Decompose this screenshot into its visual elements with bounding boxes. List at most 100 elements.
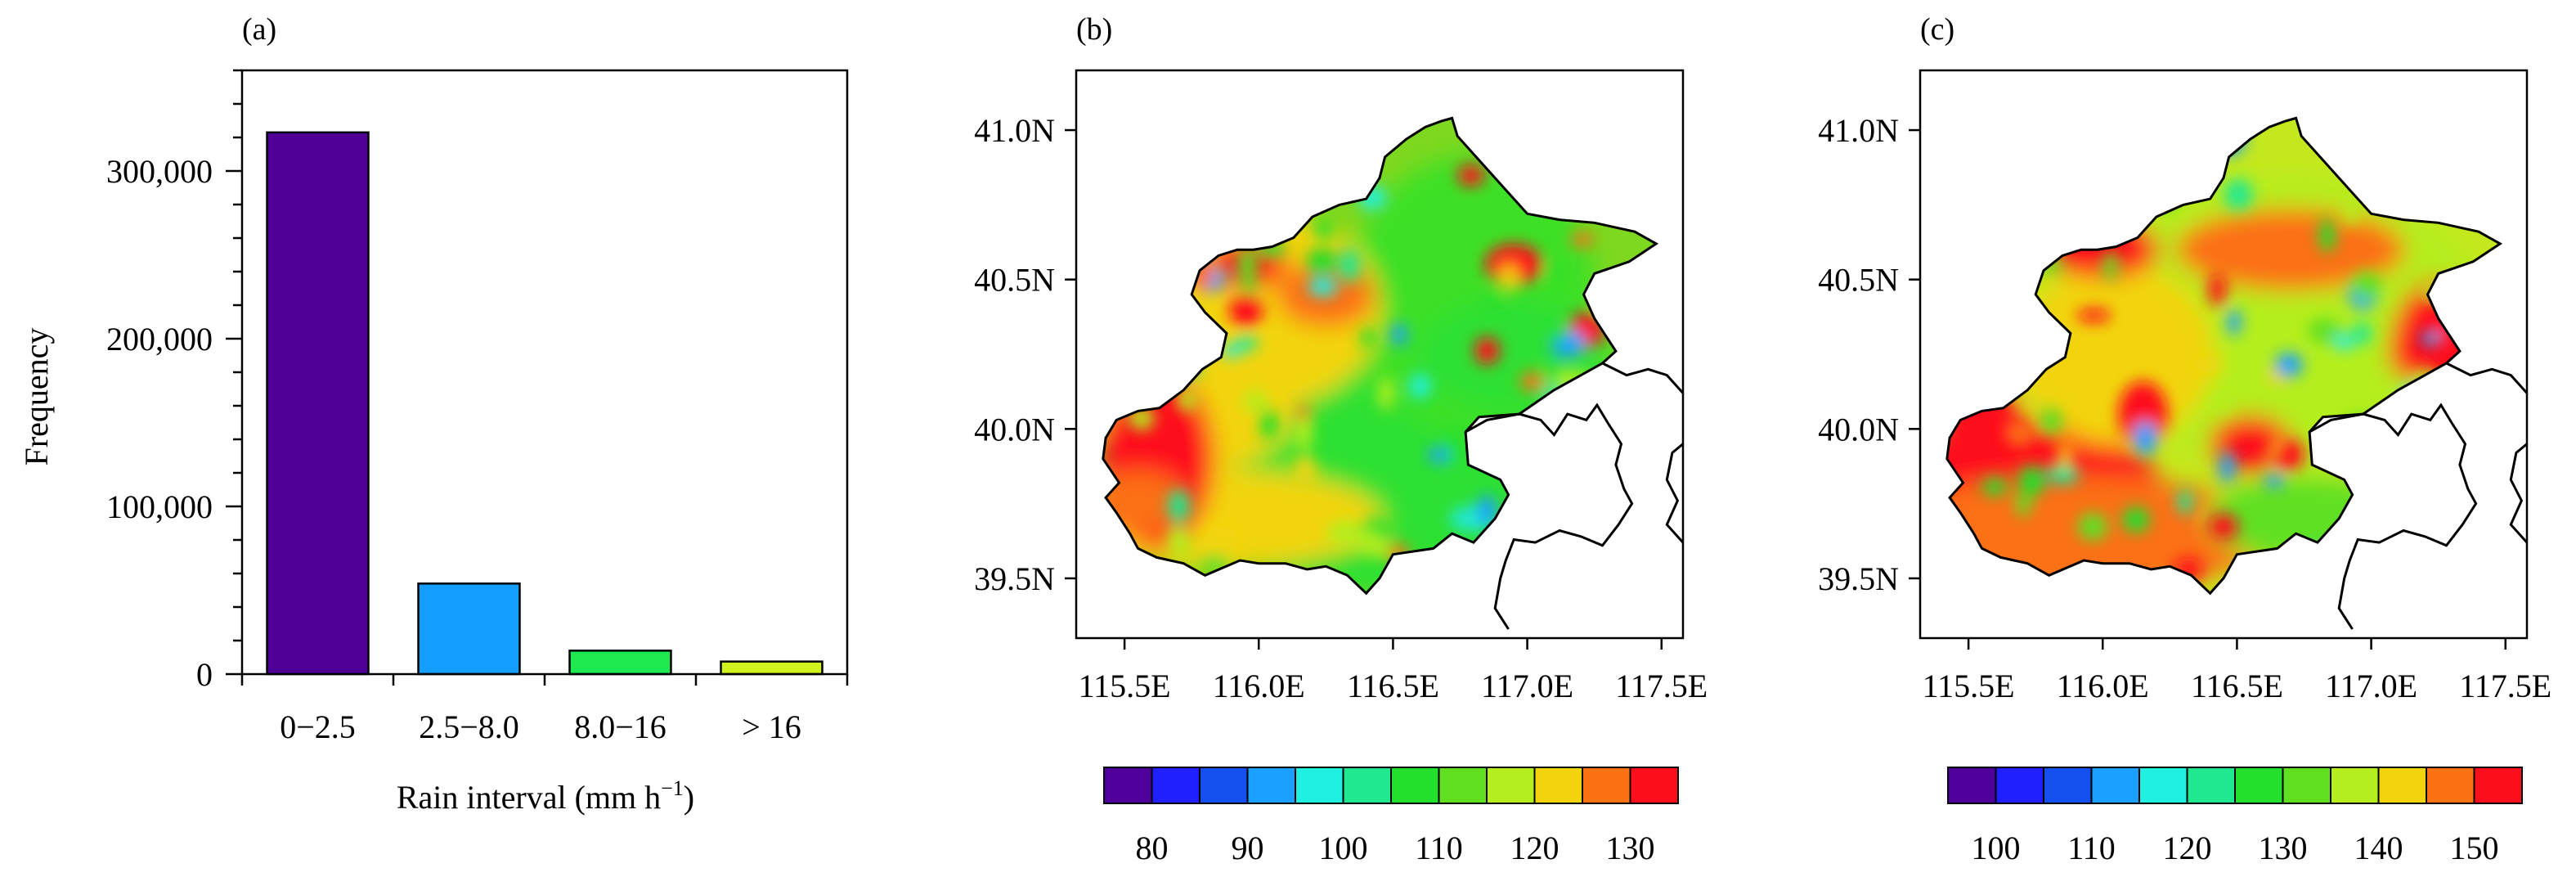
field-patch xyxy=(1259,409,1279,439)
colorbar-box-5 xyxy=(1342,767,1392,804)
field-patch xyxy=(2273,439,2304,470)
field-patch xyxy=(1315,218,1333,240)
map-c-axes: 115.5E 116.0E 116.5E 117.0E 117.5E 39.5N 40.0N… xyxy=(1818,69,2551,704)
colorbar-label-5: 150 xyxy=(2450,830,2499,866)
lat-tick-label-2: 40.5N xyxy=(974,262,1055,299)
field-patch xyxy=(2351,272,2382,301)
field-patch xyxy=(2363,149,2379,176)
field-patch xyxy=(1201,555,1229,571)
field-patch xyxy=(2077,512,2108,541)
field-patch xyxy=(2076,308,2112,322)
field-patch xyxy=(1973,254,1999,286)
colorbar-box-8 xyxy=(2330,767,2380,804)
colorbar-label-3: 130 xyxy=(2259,830,2308,866)
field-patch xyxy=(1457,164,1485,187)
bar-2 xyxy=(568,650,672,676)
field-patch xyxy=(1486,290,1503,309)
y-tick-label-2: 200,000 xyxy=(106,321,213,358)
field-patch xyxy=(1306,248,1338,273)
field-patch xyxy=(2208,272,2227,307)
field-patch xyxy=(2403,501,2434,515)
field-patch xyxy=(2333,333,2354,351)
field-patch xyxy=(1308,277,1338,297)
lon-tick-label-1: 116.0E xyxy=(1213,668,1305,704)
colorbar-label-4: 140 xyxy=(2354,830,2403,866)
colorbar-label-3: 110 xyxy=(1415,830,1463,866)
colorbar-label-1: 110 xyxy=(2067,830,2116,866)
field-patch xyxy=(1237,248,1258,282)
field-patch xyxy=(2422,553,2457,568)
field-patch xyxy=(2212,123,2246,156)
field-patch xyxy=(1229,292,1263,328)
beijing-border xyxy=(1945,116,2503,596)
field-patch xyxy=(1326,519,1363,546)
bars xyxy=(266,131,824,676)
colorbar-box-6 xyxy=(2234,767,2284,804)
panel-b-label: (b) xyxy=(1076,12,1112,47)
colorbar-c: 100 110 120 130 140 150 xyxy=(1947,767,2523,866)
y-axis-label: Frequency xyxy=(18,328,55,466)
field-patch xyxy=(2389,281,2488,428)
field-patch xyxy=(2343,196,2359,227)
field-patch xyxy=(1203,525,1238,561)
colorbar-box-11 xyxy=(1629,767,1679,804)
field xyxy=(1102,118,1657,594)
x-tick-label-3: > 16 xyxy=(742,708,801,745)
x-axis-label: Rain interval (mm h−1) xyxy=(397,776,694,816)
map-frame xyxy=(1919,69,2529,640)
field-patch xyxy=(1178,389,1196,412)
field-patch xyxy=(2206,477,2403,560)
field-patch xyxy=(1237,221,1254,236)
field-patch xyxy=(2421,331,2440,346)
field-patch xyxy=(1545,261,1560,283)
field-patch xyxy=(2015,492,2031,517)
field-patch xyxy=(2390,450,2406,473)
x-tick-label-1: 2.5−8.0 xyxy=(419,708,519,745)
colorbar-box-11 xyxy=(2473,767,2523,804)
field-patch xyxy=(1477,494,1497,526)
field-patch xyxy=(1187,254,1214,290)
field-patch xyxy=(2018,465,2045,497)
field-patch xyxy=(2046,465,2080,484)
colorbar-box-4 xyxy=(2138,767,2188,804)
neighbor-border-1 xyxy=(2445,362,2529,394)
field-patch xyxy=(1131,331,1165,363)
field-patch xyxy=(1338,166,1356,190)
field-patch xyxy=(1983,319,2007,346)
lat-tick-label-1: 40.0N xyxy=(974,411,1055,447)
colorbar-box-1 xyxy=(1995,767,2044,804)
lat-tick-label-3: 41.0N xyxy=(1818,112,1899,149)
colorbar-label-2: 100 xyxy=(1319,830,1368,866)
field-patch xyxy=(2274,353,2303,378)
field-patch xyxy=(2150,179,2178,208)
colorbar-box-5 xyxy=(2186,767,2236,804)
axes: 0−2.5 2.5−8.0 8.0−16 > 16 0 100,000 200,000 300… xyxy=(106,69,849,745)
field-patch xyxy=(2401,457,2433,479)
colorbar-box-3 xyxy=(1246,767,1296,804)
panel-c: (c) 115.5E 116.0E 116.5E 117.0E 117.5E 39.5N 4… xyxy=(1818,12,2551,866)
lon-tick-label-4: 117.5E xyxy=(2459,668,2551,704)
lon-tick-label-2: 116.5E xyxy=(1347,668,1439,704)
field-patch xyxy=(1575,420,1599,445)
field-patch xyxy=(2389,196,2419,210)
field-patch xyxy=(1168,488,1190,524)
map-b-axes: 115.5E 116.0E 116.5E 117.0E 117.5E 39.5N 40.0N… xyxy=(974,69,1708,704)
field-patch xyxy=(1168,525,1186,546)
field-patch xyxy=(2227,308,2242,336)
colorbar-box-10 xyxy=(2426,767,2475,804)
field-patch xyxy=(2007,421,2035,447)
colorbar-box-9 xyxy=(2377,767,2427,804)
field-patch xyxy=(1295,455,1316,487)
field-patch xyxy=(1368,540,1391,558)
field-patch xyxy=(2133,421,2158,455)
neighbor-border-0 xyxy=(1465,403,1634,630)
colorbar-label-2: 120 xyxy=(2163,830,2212,866)
colorbar-box-2 xyxy=(1199,767,1249,804)
field-patch xyxy=(2085,157,2122,176)
x-axis-label-main: Rain interval (mm h xyxy=(397,779,661,816)
field-patch xyxy=(1981,478,2008,496)
field-patch xyxy=(2177,489,2193,515)
field-patch xyxy=(2211,394,2232,412)
lon-tick-label-3: 117.0E xyxy=(2325,668,2417,704)
y-tick-label-0: 0 xyxy=(196,656,213,693)
